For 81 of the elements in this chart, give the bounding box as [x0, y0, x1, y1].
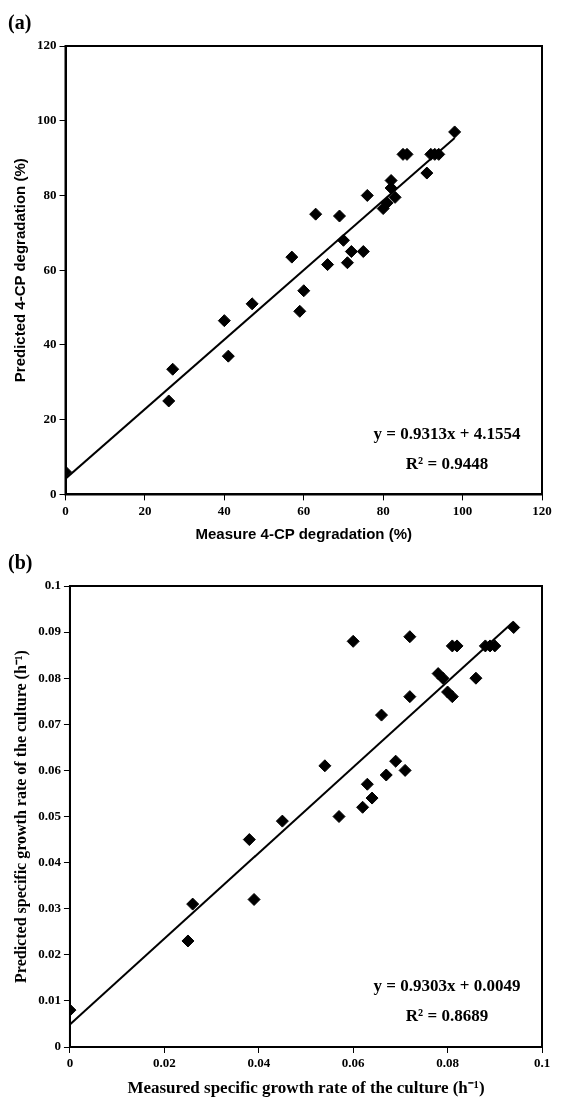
- x-tick-label: 120: [532, 502, 552, 518]
- y-tick-label: 0.1: [44, 577, 61, 593]
- point: [332, 810, 346, 823]
- point: [389, 754, 403, 768]
- point: [403, 690, 417, 704]
- point: [181, 934, 195, 948]
- x-tick-label: 80: [376, 502, 390, 518]
- y-tick-label: 0.06: [38, 761, 62, 777]
- point: [445, 690, 459, 704]
- y-tick-label: 40: [43, 336, 57, 352]
- point: [346, 634, 360, 648]
- point: [360, 188, 374, 202]
- x-tick-label: 100: [452, 502, 473, 518]
- point: [336, 233, 350, 247]
- y-tick-label: 120: [37, 37, 57, 53]
- point: [360, 777, 374, 791]
- point: [297, 284, 311, 298]
- point: [375, 708, 388, 722]
- x-tick-label: 0.04: [247, 1055, 271, 1071]
- x-tick-label: 40: [217, 502, 231, 518]
- point: [318, 759, 332, 773]
- point: [448, 125, 462, 139]
- point: [507, 620, 521, 634]
- y-tick-label: 20: [43, 411, 57, 427]
- point: [379, 768, 393, 782]
- point: [247, 892, 261, 906]
- x-tick-label: 60: [297, 502, 311, 518]
- annotation: y = 0.9303x + 0.0049: [373, 976, 521, 996]
- point: [340, 256, 354, 270]
- x-tick-label: 20: [138, 502, 152, 518]
- y-tick-label: 0.01: [38, 992, 61, 1008]
- point: [332, 209, 346, 223]
- y-tick-label: 80: [43, 186, 57, 202]
- x-tick-label: 0.02: [152, 1055, 176, 1071]
- point: [380, 196, 394, 210]
- y-tick-label: 0.02: [38, 946, 61, 962]
- point: [217, 314, 231, 328]
- y-tick-label: 60: [43, 261, 57, 277]
- x-axis-title: Measured specific growth rate of the culture (h⁻¹): [127, 1078, 485, 1098]
- y-tick-label: 0.08: [38, 669, 62, 685]
- point: [420, 166, 434, 180]
- point: [356, 245, 370, 259]
- annotation: R² = 0.9448: [405, 453, 489, 473]
- point: [344, 245, 358, 259]
- chart-title: (a): [8, 11, 32, 35]
- point: [403, 630, 417, 644]
- point: [162, 394, 176, 408]
- point: [398, 763, 412, 777]
- point: [365, 791, 379, 805]
- point: [221, 349, 235, 363]
- y-tick-label: 100: [37, 112, 57, 128]
- y-axis-title: Predicted specific growth rate of the culture (h⁻¹): [11, 650, 30, 983]
- y-tick-label: 0: [50, 485, 57, 501]
- x-axis-title: Measure 4-CP degradation (%): [195, 525, 412, 543]
- y-tick-label: 0: [54, 1038, 61, 1054]
- x-tick-label: 0.1: [533, 1055, 551, 1071]
- point: [245, 297, 259, 311]
- point: [469, 671, 483, 685]
- y-tick-label: 0.05: [38, 807, 62, 823]
- x-tick-label: 0: [66, 1055, 74, 1071]
- y-tick-label: 0.04: [38, 853, 62, 869]
- point: [321, 258, 335, 272]
- point: [285, 250, 299, 264]
- y-tick-label: 0.07: [38, 715, 62, 731]
- x-tick-label: 0.06: [341, 1055, 366, 1071]
- point: [388, 190, 402, 204]
- annotation: R² = 0.8689: [405, 1006, 489, 1026]
- y-tick-label: 0.03: [38, 900, 62, 916]
- annotation: y = 0.9313x + 4.1554: [373, 423, 521, 443]
- point: [166, 362, 180, 376]
- point: [242, 833, 256, 847]
- point: [356, 800, 370, 814]
- point: [186, 897, 200, 911]
- point: [293, 304, 307, 318]
- point: [275, 814, 289, 828]
- chart-title: (b): [8, 551, 33, 575]
- y-tick-label: 0.09: [38, 623, 62, 639]
- y-axis-title: Predicted 4-CP degradation (%): [11, 158, 29, 383]
- point: [436, 671, 450, 685]
- point: [309, 207, 323, 221]
- x-tick-label: 0.08: [436, 1055, 460, 1071]
